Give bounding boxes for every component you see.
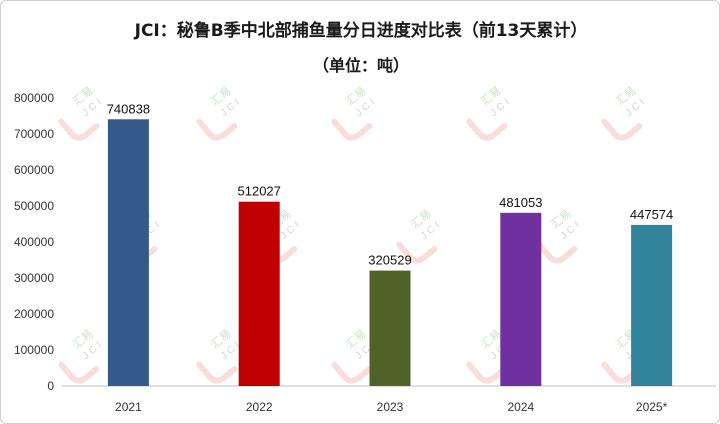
data-label-2025: 447574 bbox=[630, 207, 673, 222]
watermark-logo-shape bbox=[331, 361, 373, 384]
y-tick-label: 300000 bbox=[14, 271, 54, 285]
watermark-logo-shape bbox=[396, 241, 438, 264]
x-tick-label: 2021 bbox=[115, 400, 142, 414]
watermark-logo-shape bbox=[466, 361, 508, 384]
x-tick-label: 2023 bbox=[377, 400, 404, 414]
data-labels: 740838 2021 512027 2022 320529 2023 481053 2024… bbox=[107, 101, 674, 414]
y-tick-label: 500000 bbox=[14, 199, 54, 213]
watermark-logo-shape bbox=[58, 118, 100, 141]
bars bbox=[107, 119, 673, 387]
data-label-2023: 320529 bbox=[368, 253, 411, 268]
watermark-logo-shape bbox=[58, 361, 100, 384]
watermark-logo-shape bbox=[331, 118, 373, 141]
bar-2021 bbox=[107, 119, 149, 387]
chart-title: JCI：秘鲁B季中北部捕鱼量分日进度对比表（前13天累计） bbox=[134, 21, 588, 41]
chart-subtitle: （单位：吨） bbox=[312, 56, 409, 75]
bar-2024 bbox=[500, 212, 542, 386]
x-tick-label: 2024 bbox=[507, 400, 534, 414]
y-tick-label: 800000 bbox=[14, 91, 54, 105]
watermark-logo-shape bbox=[601, 361, 643, 384]
data-label-2021: 740838 bbox=[107, 101, 150, 116]
y-tick-label: 700000 bbox=[14, 127, 54, 141]
watermark-logo-shape bbox=[536, 241, 578, 264]
watermark-logo-shape bbox=[196, 361, 238, 384]
watermark-logo-shape bbox=[196, 118, 238, 141]
bar-2022 bbox=[238, 201, 280, 386]
y-tick-label: 0 bbox=[47, 379, 54, 393]
data-label-2024: 481053 bbox=[499, 195, 542, 210]
y-tick-label: 400000 bbox=[14, 235, 54, 249]
bar-2025 bbox=[631, 224, 673, 386]
x-tick-label: 2025* bbox=[636, 400, 668, 414]
watermark-logo-shape bbox=[601, 118, 643, 141]
data-label-2022: 512027 bbox=[238, 184, 281, 199]
x-tick-label: 2022 bbox=[246, 400, 273, 414]
watermark-logo-shape bbox=[466, 118, 508, 141]
y-tick-label: 200000 bbox=[14, 307, 54, 321]
y-tick-label: 600000 bbox=[14, 163, 54, 177]
y-tick-label: 100000 bbox=[14, 343, 54, 357]
bar-2023 bbox=[369, 270, 411, 386]
